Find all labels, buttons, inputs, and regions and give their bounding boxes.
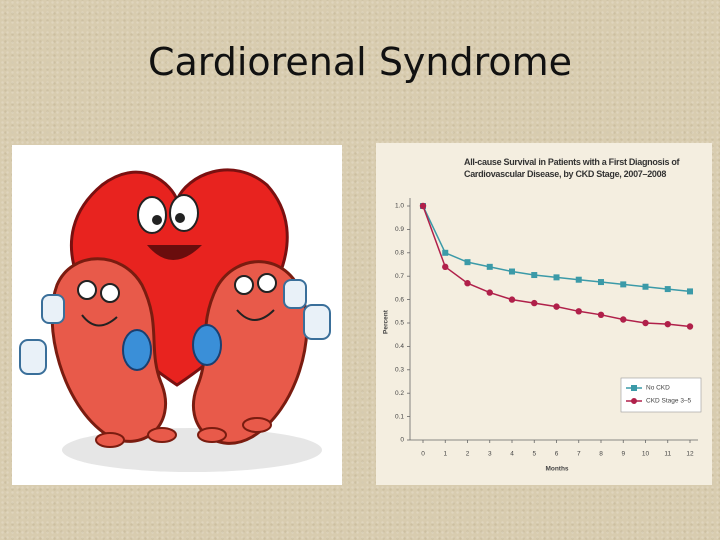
x-tick-label: 2 <box>466 451 470 458</box>
x-tick-label: 0 <box>421 451 425 458</box>
x-tick-label: 3 <box>488 451 492 458</box>
point <box>419 202 427 210</box>
legend-marker <box>631 398 637 404</box>
eye <box>257 273 277 293</box>
x-tick-label: 9 <box>621 451 625 458</box>
x-tick-label: 8 <box>599 451 603 458</box>
point <box>442 249 449 256</box>
y-tick-label: 0 <box>400 437 404 444</box>
y-tick-label: 0.3 <box>395 367 404 374</box>
cartoon-image <box>12 145 342 485</box>
point <box>575 276 582 283</box>
pupil <box>175 213 185 223</box>
point <box>531 299 538 307</box>
pupil <box>152 215 162 225</box>
legend-label: CKD Stage 3–5 <box>646 398 692 405</box>
x-tick-label: 11 <box>664 451 671 458</box>
point <box>509 268 515 275</box>
glove <box>19 339 47 375</box>
point <box>553 303 560 310</box>
eye <box>100 283 120 303</box>
y-tick-label: 0.7 <box>395 273 404 280</box>
ureter-knot <box>192 324 222 366</box>
point <box>486 263 493 270</box>
x-tick-label: 1 <box>443 451 447 458</box>
legend-marker <box>631 385 637 391</box>
y-tick-label: 0.8 <box>395 250 404 257</box>
point <box>642 283 649 290</box>
point <box>553 274 560 281</box>
foot <box>95 432 125 448</box>
x-tick-label: 10 <box>642 451 650 458</box>
chart-title: All-cause Survival in Patients with a Fi… <box>464 157 680 179</box>
x-tick-label: 4 <box>510 451 514 458</box>
x-tick-label: 12 <box>686 451 694 458</box>
y-axis-label: Percent <box>383 309 390 334</box>
mouth <box>81 314 118 327</box>
point <box>686 323 694 330</box>
y-tick-label: 0.9 <box>395 226 404 233</box>
kidney <box>191 260 309 445</box>
eye <box>77 280 97 300</box>
foot <box>147 427 177 443</box>
legend-label: No CKD <box>646 385 670 392</box>
point <box>508 296 516 303</box>
chart-panel <box>376 143 712 485</box>
y-tick-label: 0.4 <box>395 343 404 350</box>
y-tick-label: 0.5 <box>395 320 404 327</box>
y-tick-label: 0.2 <box>395 390 404 397</box>
point <box>620 281 627 288</box>
point <box>597 311 605 319</box>
eye <box>234 275 254 295</box>
y-tick-label: 0.6 <box>395 296 404 303</box>
ureter-knot <box>122 329 152 371</box>
point <box>464 280 471 287</box>
point <box>687 288 693 295</box>
foot <box>242 417 272 433</box>
foot <box>197 427 227 443</box>
x-tick-label: 5 <box>532 451 536 458</box>
cartoon <box>19 168 331 472</box>
point <box>531 272 538 279</box>
y-tick-label: 0.1 <box>395 413 404 420</box>
glove <box>41 294 65 324</box>
slide-title: Cardiorenal Syndrome <box>147 40 573 84</box>
point <box>464 259 471 266</box>
mouth <box>236 309 275 321</box>
point <box>442 263 449 271</box>
point <box>575 308 582 315</box>
y-tick-label: 1.0 <box>395 203 404 210</box>
glove <box>303 304 331 340</box>
x-axis-label: Months <box>545 466 568 473</box>
glove <box>283 279 307 309</box>
mouth <box>147 245 202 260</box>
legend-box <box>620 377 702 413</box>
x-tick-label: 7 <box>577 451 581 458</box>
kidney <box>50 257 168 443</box>
point <box>486 289 493 296</box>
x-tick-label: 6 <box>555 451 559 458</box>
point <box>664 320 671 328</box>
point <box>620 316 627 323</box>
point <box>598 279 604 286</box>
point <box>642 319 649 327</box>
point <box>664 286 671 293</box>
